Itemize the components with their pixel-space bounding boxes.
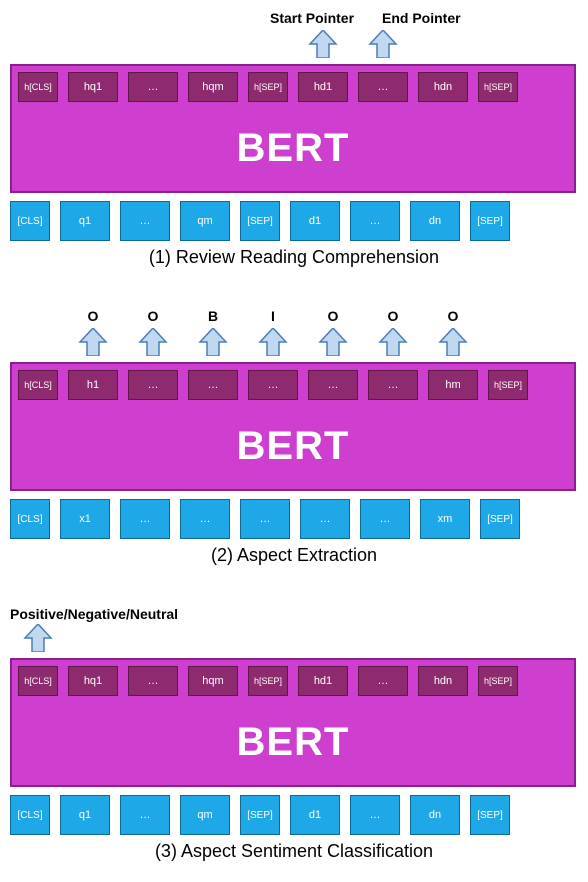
input-token: d1 — [290, 795, 340, 835]
up-arrow-icon — [78, 328, 108, 361]
hidden-token: h[SEP] — [478, 72, 518, 102]
input-token: … — [120, 795, 170, 835]
input-token: [SEP] — [470, 201, 510, 241]
input-token: x1 — [60, 499, 110, 539]
arrow-row — [10, 328, 578, 358]
caption: (2) Aspect Extraction — [10, 545, 578, 566]
input-token: [SEP] — [480, 499, 520, 539]
hidden-token: h[SEP] — [478, 666, 518, 696]
input-token: dn — [410, 795, 460, 835]
arrow-row — [10, 624, 578, 654]
input-token: … — [120, 201, 170, 241]
hidden-token: hqm — [188, 666, 238, 696]
up-arrow-icon — [198, 328, 228, 361]
hidden-token: … — [128, 370, 178, 400]
hidden-token: h[SEP] — [248, 72, 288, 102]
tag-row: OOBIOOO — [10, 308, 578, 326]
hidden-token: … — [248, 370, 298, 400]
bert-block: h[CLS] hq1 … hqm h[SEP] hd1 … hdn h[SEP] BERT — [10, 64, 576, 193]
hidden-token: hq1 — [68, 666, 118, 696]
hidden-token: hd1 — [298, 666, 348, 696]
input-token: [SEP] — [240, 201, 280, 241]
bert-label: BERT — [18, 108, 568, 185]
hidden-token: … — [358, 666, 408, 696]
bert-block: h[CLS] hq1 … hqm h[SEP] hd1 … hdn h[SEP] BERT — [10, 658, 576, 787]
hidden-token: h1 — [68, 370, 118, 400]
bert-label: BERT — [18, 702, 568, 779]
diagram-asc: Positive/Negative/Neutral h[CLS]hq1…hqmh… — [10, 606, 578, 862]
hidden-token: hdn — [418, 666, 468, 696]
input-token: … — [240, 499, 290, 539]
input-token-row: [CLS]q1…qm[SEP]d1…dn[SEP] — [10, 795, 576, 835]
up-arrow-icon — [318, 328, 348, 361]
up-arrow-icon — [138, 328, 168, 361]
input-token: [SEP] — [240, 795, 280, 835]
hidden-token: h[SEP] — [248, 666, 288, 696]
hidden-token: hdn — [418, 72, 468, 102]
start-pointer-label: Start Pointer — [270, 10, 354, 26]
hidden-token-row: h[CLS] h1 … … … … … hm h[SEP] — [18, 370, 568, 400]
bio-tag: O — [323, 308, 343, 324]
hidden-token: … — [188, 370, 238, 400]
bio-tag: O — [443, 308, 463, 324]
input-token: q1 — [60, 795, 110, 835]
hidden-token: h[CLS] — [18, 666, 58, 696]
input-token: dn — [410, 201, 460, 241]
bio-tag: O — [383, 308, 403, 324]
up-arrow-icon — [23, 624, 53, 657]
bio-tag: O — [83, 308, 103, 324]
arrow-row — [10, 30, 578, 60]
input-token: q1 — [60, 201, 110, 241]
up-arrow-icon — [378, 328, 408, 361]
bert-block: h[CLS] h1 … … … … … hm h[SEP] BERT — [10, 362, 576, 491]
hidden-token: … — [128, 666, 178, 696]
diagram-rrc: Start Pointer End Pointer h[CLS]hq1…hqmh… — [10, 10, 578, 268]
input-token: [CLS] — [10, 795, 50, 835]
bio-tag: I — [263, 308, 283, 324]
hidden-token: h[SEP] — [488, 370, 528, 400]
hidden-token: … — [308, 370, 358, 400]
up-arrow-icon — [258, 328, 288, 361]
input-token: xm — [420, 499, 470, 539]
input-token: d1 — [290, 201, 340, 241]
input-token: qm — [180, 201, 230, 241]
hidden-token: h[CLS] — [18, 370, 58, 400]
input-token: … — [350, 201, 400, 241]
input-token: [CLS] — [10, 201, 50, 241]
input-token: … — [350, 795, 400, 835]
hidden-token: … — [368, 370, 418, 400]
hidden-token-row: h[CLS] hq1 … hqm h[SEP] hd1 … hdn h[SEP] — [18, 666, 568, 696]
input-token-row: [CLS]x1……………xm[SEP] — [10, 499, 576, 539]
input-token: … — [360, 499, 410, 539]
input-token: qm — [180, 795, 230, 835]
up-arrow-icon — [438, 328, 468, 361]
input-token-row: [CLS]q1…qm[SEP]d1…dn[SEP] — [10, 201, 576, 241]
up-arrow-icon — [368, 30, 398, 63]
sentiment-label: Positive/Negative/Neutral — [10, 606, 578, 622]
hidden-token-row: h[CLS] hq1 … hqm h[SEP] hd1 … hdn h[SEP] — [18, 72, 568, 102]
hidden-token: hm — [428, 370, 478, 400]
end-pointer-label: End Pointer — [382, 10, 461, 26]
hidden-token: h[CLS] — [18, 72, 58, 102]
diagram-ae: OOBIOOO h[CLS]h1……………hmh[SEP] BERT [CLS]… — [10, 308, 578, 566]
input-token: … — [300, 499, 350, 539]
input-token: … — [180, 499, 230, 539]
bio-tag: B — [203, 308, 223, 324]
hidden-token: … — [128, 72, 178, 102]
input-token: … — [120, 499, 170, 539]
input-token: [CLS] — [10, 499, 50, 539]
up-arrow-icon — [308, 30, 338, 63]
caption: (1) Review Reading Comprehension — [10, 247, 578, 268]
hidden-token: … — [358, 72, 408, 102]
pointer-label-row: Start Pointer End Pointer — [10, 10, 578, 28]
caption: (3) Aspect Sentiment Classification — [10, 841, 578, 862]
hidden-token: hq1 — [68, 72, 118, 102]
bert-label: BERT — [18, 406, 568, 483]
input-token: [SEP] — [470, 795, 510, 835]
bio-tag: O — [143, 308, 163, 324]
hidden-token: hqm — [188, 72, 238, 102]
hidden-token: hd1 — [298, 72, 348, 102]
